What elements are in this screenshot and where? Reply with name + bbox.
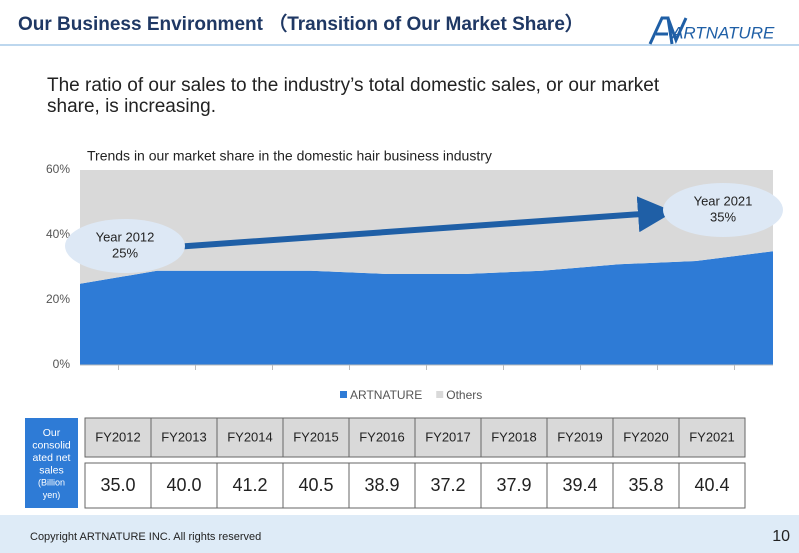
sales: 35.0: [100, 475, 135, 495]
year-cell: [216, 417, 284, 458]
table-label: (Billion: [38, 477, 65, 487]
trend-arrow: [159, 196, 674, 251]
area: [80, 251, 773, 365]
sales-cell: [216, 462, 284, 509]
year: FY2013: [161, 429, 207, 444]
sales-cell: [150, 462, 218, 509]
sales-cell: [84, 462, 152, 509]
table-label: ated net: [33, 452, 71, 464]
sales: 41.2: [232, 475, 267, 495]
legend-swatch: [340, 391, 347, 398]
sales: 40.5: [298, 475, 333, 495]
year: FY2017: [425, 429, 471, 444]
year-cell: [678, 417, 746, 458]
sales-cell: [480, 462, 548, 509]
y-tick-label: 20%: [46, 292, 70, 306]
sales-cell: [678, 462, 746, 509]
sales: 37.9: [496, 475, 531, 495]
sales: 40.0: [166, 475, 201, 495]
logo-mark: [648, 16, 688, 45]
year: FY2015: [293, 429, 339, 444]
callout: [65, 219, 185, 273]
year-cell: [612, 417, 680, 458]
lead-line: The ratio of our sales to the industry’s…: [47, 75, 660, 96]
copyright: Copyright ARTNATURE INC. All rights rese…: [30, 531, 261, 543]
annotation: 25%: [112, 245, 138, 260]
y-tick-label: 60%: [46, 162, 70, 176]
lead-line: share, is increasing.: [47, 96, 216, 117]
annotation: 35%: [710, 209, 736, 224]
chart-title: Trends in our market share in the domest…: [87, 148, 492, 164]
year-cell: [480, 417, 548, 458]
legend-swatch: [436, 391, 444, 398]
year: FY2019: [557, 429, 603, 444]
sales-cell: [348, 462, 416, 509]
year: FY2014: [227, 429, 273, 444]
year-cell: [414, 417, 482, 458]
page-number: 10: [772, 528, 790, 545]
sales: 40.4: [694, 475, 729, 495]
callout: [663, 183, 783, 237]
sales-cell: [546, 462, 614, 509]
year: FY2021: [689, 429, 735, 444]
sales-cell: [612, 462, 680, 509]
sales-cell: [282, 462, 350, 509]
sales: 39.4: [562, 475, 597, 495]
year: FY2016: [359, 429, 405, 444]
y-tick-label: 40%: [46, 227, 70, 241]
sales: 35.8: [628, 475, 663, 495]
sales-cell: [414, 462, 482, 509]
table-label: sales: [39, 464, 64, 476]
year-cell: [150, 417, 218, 458]
sales: 38.9: [364, 475, 399, 495]
table-label: yen): [43, 490, 61, 500]
legend-label: Others: [446, 388, 482, 402]
logo: ARTNATURE: [671, 23, 775, 42]
table-label: consolid: [32, 439, 71, 451]
year: FY2020: [623, 429, 669, 444]
annotation: Year 2021: [694, 193, 753, 208]
year: FY2018: [491, 429, 537, 444]
table-label: Our: [43, 427, 61, 439]
sales: 37.2: [430, 475, 465, 495]
year-cell: [84, 417, 152, 458]
footer-band: [0, 515, 799, 553]
table-label-cell: [25, 418, 78, 508]
header-title: Our Business Environment （Transition of …: [18, 12, 584, 35]
y-tick-label: 0%: [53, 357, 71, 371]
annotation: Year 2012: [96, 229, 155, 244]
year: FY2012: [95, 429, 141, 444]
legend-label: ARTNATURE: [350, 388, 422, 402]
